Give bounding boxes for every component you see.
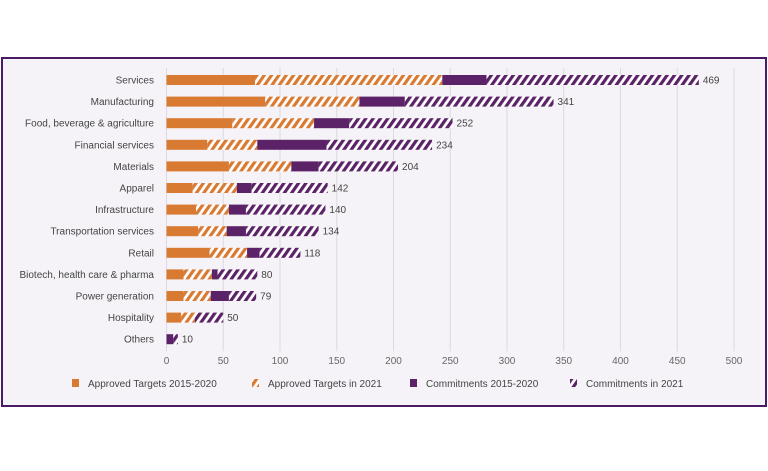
bar-segment-approved-targets-2015-2020 <box>166 312 182 323</box>
bar-segment-approved-targets-in-2021 <box>181 312 195 323</box>
chart-frame <box>1 57 767 407</box>
category-label: Hospitality <box>108 313 154 324</box>
legend-swatch <box>252 379 259 387</box>
category-label: Services <box>116 76 154 87</box>
bar-segment-commitments-in-2021 <box>217 269 258 280</box>
category-label: Retail <box>128 248 154 259</box>
total-value-label: 80 <box>261 270 273 281</box>
bar-segment-approved-targets-2015-2020 <box>166 161 229 172</box>
x-tick-label: 200 <box>385 356 402 367</box>
total-value-label: 469 <box>703 76 720 87</box>
bar-segment-approved-targets-2015-2020 <box>166 247 210 258</box>
bar-segment-commitments-2015-2020 <box>210 291 229 301</box>
category-label: Food, beverage & agriculture <box>25 119 154 130</box>
bar-segment-commitments-in-2021 <box>251 183 328 193</box>
legend-label: Approved Targets 2015-2020 <box>88 379 217 390</box>
bar-segment-approved-targets-2015-2020 <box>166 183 193 193</box>
category-label: Transportation services <box>50 227 154 238</box>
bar-segment-commitments-2015-2020 <box>314 118 350 129</box>
bar-segment-commitments-2015-2020 <box>257 139 327 150</box>
legend-swatch <box>72 379 79 387</box>
x-tick-label: 500 <box>726 356 743 367</box>
category-label: Apparel <box>120 184 154 195</box>
bar-segment-commitments-2015-2020 <box>166 334 174 345</box>
bar-segment-approved-targets-in-2021 <box>198 226 227 237</box>
x-tick-label: 300 <box>499 356 516 367</box>
total-value-label: 140 <box>329 205 346 216</box>
bar-segment-commitments-in-2021 <box>173 334 178 345</box>
category-label: Others <box>124 335 154 346</box>
x-tick-label: 250 <box>442 356 459 367</box>
total-value-label: 10 <box>182 335 194 346</box>
bar-segment-commitments-in-2021 <box>194 312 224 323</box>
legend-label: Commitments 2015-2020 <box>426 379 539 390</box>
bar-segment-commitments-in-2021 <box>228 291 257 301</box>
bar-segment-approved-targets-in-2021 <box>232 118 315 129</box>
bar-segment-approved-targets-in-2021 <box>207 139 258 150</box>
bar-segment-commitments-in-2021 <box>486 75 699 85</box>
bar-segment-commitments-in-2021 <box>349 118 453 129</box>
bar-segment-approved-targets-in-2021 <box>265 96 360 107</box>
bar-segment-approved-targets-in-2021 <box>255 75 443 85</box>
bar-segment-approved-targets-in-2021 <box>183 269 212 280</box>
bar-segment-commitments-2015-2020 <box>226 226 246 237</box>
category-label: Financial services <box>75 140 154 151</box>
bar-segment-approved-targets-2015-2020 <box>166 96 266 107</box>
bar-segment-commitments-2015-2020 <box>247 247 260 258</box>
bar-segment-approved-targets-2015-2020 <box>166 269 184 280</box>
legend-label: Approved Targets in 2021 <box>268 379 382 390</box>
bar-segment-commitments-2015-2020 <box>211 269 218 280</box>
bar-segment-approved-targets-in-2021 <box>209 247 248 258</box>
bar-segment-commitments-2015-2020 <box>442 75 487 85</box>
total-value-label: 234 <box>436 140 453 151</box>
category-label: Manufacturing <box>91 97 154 108</box>
category-label: Biotech, health care & pharma <box>19 270 154 281</box>
bar-segment-approved-targets-in-2021 <box>192 183 237 193</box>
x-tick-label: 100 <box>272 356 289 367</box>
bar-segment-commitments-in-2021 <box>326 139 433 150</box>
bar-segment-approved-targets-2015-2020 <box>166 75 256 85</box>
bar-segment-commitments-in-2021 <box>259 247 301 258</box>
legend-swatch <box>410 379 417 387</box>
total-value-label: 142 <box>332 184 349 195</box>
bar-segment-commitments-2015-2020 <box>291 161 319 172</box>
bar-segment-approved-targets-2015-2020 <box>166 139 208 150</box>
bar-segment-commitments-in-2021 <box>404 96 554 107</box>
bar-segment-commitments-in-2021 <box>245 226 319 237</box>
total-value-label: 134 <box>323 227 340 238</box>
bar-segment-approved-targets-2015-2020 <box>166 118 233 129</box>
x-tick-label: 50 <box>218 356 230 367</box>
x-tick-label: 150 <box>328 356 345 367</box>
bar-segment-commitments-in-2021 <box>245 204 326 215</box>
total-value-label: 79 <box>260 292 272 303</box>
category-label: Power generation <box>76 292 154 303</box>
x-tick-label: 400 <box>612 356 629 367</box>
bar-segment-approved-targets-2015-2020 <box>166 291 184 301</box>
x-tick-label: 350 <box>555 356 572 367</box>
total-value-label: 118 <box>304 248 320 259</box>
bar-segment-commitments-2015-2020 <box>236 183 252 193</box>
total-value-label: 204 <box>402 162 419 173</box>
legend-swatch <box>570 379 577 387</box>
category-label: Infrastructure <box>95 205 154 216</box>
bar-segment-commitments-in-2021 <box>318 161 399 172</box>
x-tick-label: 0 <box>164 356 170 367</box>
x-tick-label: 450 <box>669 356 686 367</box>
bar-segment-commitments-2015-2020 <box>228 204 246 215</box>
bar-segment-approved-targets-in-2021 <box>196 204 229 215</box>
bar-segment-approved-targets-2015-2020 <box>166 204 197 215</box>
category-label: Materials <box>113 162 154 173</box>
total-value-label: 50 <box>227 313 239 324</box>
bar-segment-approved-targets-2015-2020 <box>166 226 199 237</box>
total-value-label: 252 <box>457 119 474 130</box>
total-value-label: 341 <box>558 97 575 108</box>
legend-label: Commitments in 2021 <box>586 379 684 390</box>
bar-segment-commitments-2015-2020 <box>359 96 405 107</box>
bar-segment-approved-targets-in-2021 <box>183 291 211 301</box>
bar-segment-approved-targets-in-2021 <box>228 161 292 172</box>
